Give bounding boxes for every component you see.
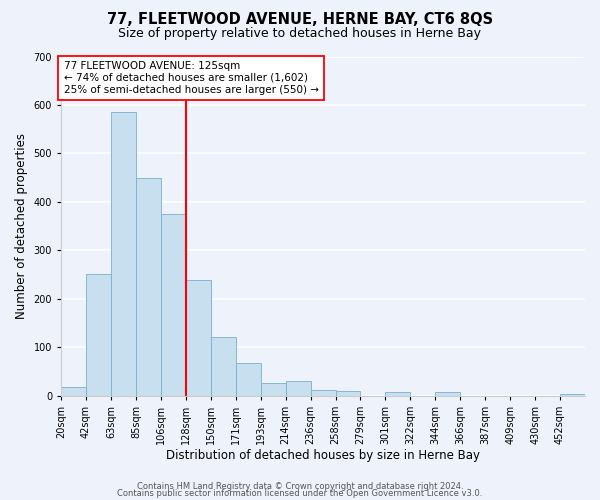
Text: Size of property relative to detached houses in Herne Bay: Size of property relative to detached ho… <box>119 28 482 40</box>
Bar <box>385 392 410 396</box>
Bar <box>311 390 335 396</box>
Bar <box>236 362 260 396</box>
Text: Contains HM Land Registry data © Crown copyright and database right 2024.: Contains HM Land Registry data © Crown c… <box>137 482 463 491</box>
X-axis label: Distribution of detached houses by size in Herne Bay: Distribution of detached houses by size … <box>166 450 480 462</box>
Bar <box>335 390 361 396</box>
Y-axis label: Number of detached properties: Number of detached properties <box>15 133 28 319</box>
Bar <box>136 178 161 396</box>
Text: Contains public sector information licensed under the Open Government Licence v3: Contains public sector information licen… <box>118 490 482 498</box>
Bar <box>86 274 111 396</box>
Bar <box>560 394 585 396</box>
Bar <box>61 387 86 396</box>
Bar <box>286 381 311 396</box>
Bar <box>186 280 211 396</box>
Text: 77 FLEETWOOD AVENUE: 125sqm
← 74% of detached houses are smaller (1,602)
25% of : 77 FLEETWOOD AVENUE: 125sqm ← 74% of det… <box>64 62 319 94</box>
Bar <box>111 112 136 396</box>
Bar <box>161 214 186 396</box>
Bar <box>436 392 460 396</box>
Bar <box>211 338 236 396</box>
Text: 77, FLEETWOOD AVENUE, HERNE BAY, CT6 8QS: 77, FLEETWOOD AVENUE, HERNE BAY, CT6 8QS <box>107 12 493 28</box>
Bar <box>260 384 286 396</box>
